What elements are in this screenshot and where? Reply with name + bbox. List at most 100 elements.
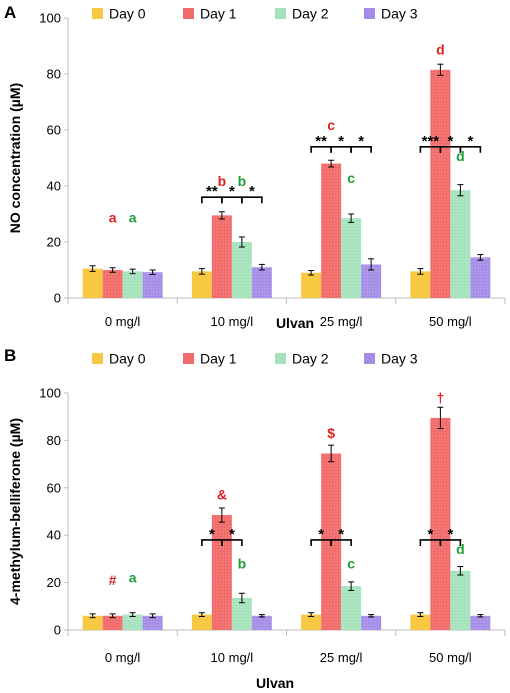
x-tick-label: 25 mg/l [320,314,363,329]
bar-day-3 [470,257,491,298]
bar-day-3 [251,267,272,298]
legend-label: Day 0 [109,351,146,367]
y-tick-label: 100 [39,11,61,26]
bar-day-0 [191,614,212,630]
legend-label: Day 2 [292,351,329,367]
bar-day-3 [361,615,382,630]
x-tick-label: 25 mg/l [320,650,363,665]
significance-letter: d [456,148,465,164]
significance-stars: ** [206,183,218,200]
panel-b: B 0 20 40 60 80 100 4-methylum-belliferone (µM)… [4,346,506,691]
significance-bracket [221,539,243,546]
y-tick-label: 60 [47,123,61,138]
bar-day-2 [231,242,252,298]
significance-stars: * [209,526,215,543]
significance-letter: & [217,487,227,503]
y-tick-label: 40 [47,528,61,543]
significance-letter: d [456,541,465,557]
y-axis-title: NO concentration (µM) [7,83,23,233]
x-tick-label: 0 mg/l [105,314,141,329]
x-axis-title: Ulvan [276,315,314,331]
bar-day-2 [122,271,143,298]
bar-day-1 [211,515,232,630]
significance-letter: b [238,555,247,571]
legend-swatch-day-3 [364,8,375,19]
significance-stars: * [229,526,235,543]
significance-letter: † [436,389,444,405]
bar-day-0 [410,614,431,630]
significance-bracket [330,539,352,546]
legend-swatch-day-2 [275,353,286,364]
significance-letter: c [347,555,355,571]
bar-day-0 [410,271,431,298]
bar-day-2 [122,614,143,630]
significance-bracket [459,146,482,153]
significance-stars: ** [315,133,327,150]
legend-swatch-day-0 [92,8,103,19]
bar-day-0 [301,614,322,630]
significance-letter: a [129,570,137,586]
legend-label: Day 1 [200,6,237,22]
legend-swatch-day-1 [183,353,194,364]
significance-stars: * [318,526,324,543]
x-tick-label: 10 mg/l [211,650,254,665]
significance-letter: a [129,209,137,225]
bar-day-3 [142,272,163,298]
legend-swatch-day-0 [92,353,103,364]
panel-letter: A [4,3,16,22]
legend-swatch-day-3 [364,353,375,364]
panel-a: A 0 20 40 60 80 100 NO concentration (µM) 0 mg/l… [4,3,506,331]
y-tick-label: 100 [39,386,61,401]
significance-stars: * [249,183,255,200]
bar-day-3 [361,264,382,298]
bar-day-1 [430,417,451,630]
bar-day-1 [211,215,232,298]
significance-bracket [439,539,462,546]
bar-day-1 [321,163,342,298]
y-tick-label: 0 [54,623,61,638]
legend-label: Day 3 [381,351,418,367]
significance-stars: * [229,183,235,200]
significance-stars: * [338,526,344,543]
bar-day-0 [301,272,322,298]
legend-label: Day 1 [200,351,237,367]
bar-day-0 [82,615,103,630]
x-axis-title: Ulvan [256,675,294,691]
legend-swatch-day-1 [183,8,194,19]
bar-day-1 [102,270,123,298]
legend-label: Day 2 [292,6,329,22]
y-tick-label: 80 [47,433,61,448]
panel-letter: B [4,346,16,365]
y-tick-label: 20 [47,575,61,590]
significance-stars: * [467,133,473,150]
significance-letter: # [109,572,117,588]
significance-letter: d [436,41,445,57]
significance-bracket [350,146,372,153]
bar-day-0 [82,268,103,298]
bar-day-3 [470,615,491,630]
significance-stars: * [427,526,433,543]
significance-stars: * [358,133,364,150]
bar-day-3 [251,615,272,630]
legend-label: Day 3 [381,6,418,22]
bar-day-3 [142,615,163,630]
significance-letter: b [218,173,227,189]
y-tick-label: 20 [47,235,61,250]
x-tick-label: 50 mg/l [429,314,472,329]
significance-letter: a [109,209,117,225]
bar-day-2 [341,218,362,298]
y-tick-label: 40 [47,179,61,194]
y-axis-title: 4-methylum-belliferone (µM) [7,418,23,605]
bar-day-2 [231,598,252,630]
bar-day-1 [430,69,451,298]
y-tick-label: 80 [47,67,61,82]
significance-stars: * [447,526,453,543]
significance-letter: $ [327,425,335,441]
bar-day-2 [450,190,471,298]
y-tick-label: 60 [47,480,61,495]
significance-stars: * [338,133,344,150]
significance-letter: b [238,173,247,189]
bar-day-0 [191,271,212,298]
significance-letter: c [347,170,355,186]
